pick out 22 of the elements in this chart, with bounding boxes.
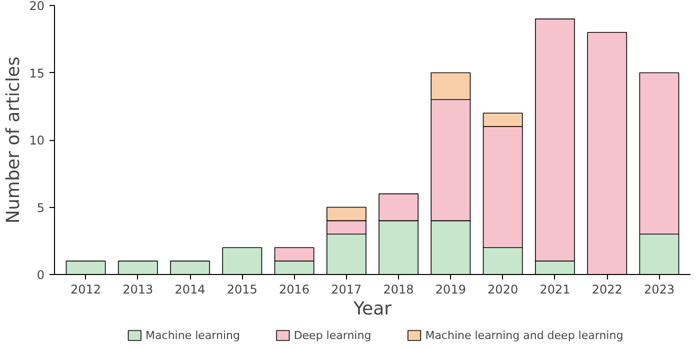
y-tick-label: 15 <box>29 66 45 80</box>
y-tick-label: 0 <box>36 268 45 282</box>
x-tick-label: 2016 <box>279 282 310 296</box>
x-tick-label: 2023 <box>644 282 674 296</box>
x-tick-label: 2017 <box>331 282 362 296</box>
y-tick-label: 10 <box>29 134 45 148</box>
x-axis-title: Year <box>352 298 392 320</box>
x-tick-label: 2014 <box>174 282 206 296</box>
x-tick-label: 2020 <box>488 282 518 296</box>
y-tick-label: 20 <box>29 0 45 13</box>
x-tick-label: 2022 <box>592 282 622 296</box>
x-tick-label: 2018 <box>383 282 414 296</box>
x-tick-label: 2015 <box>226 282 258 296</box>
x-tick-label: 2021 <box>540 282 570 296</box>
x-tick-label: 2013 <box>122 282 154 296</box>
x-tick-label: 2012 <box>70 282 102 296</box>
y-tick-label: 5 <box>36 200 45 215</box>
x-tick-label: 2019 <box>435 282 466 296</box>
y-axis-title: Number of articles <box>3 56 24 224</box>
legend-label: Machine learning <box>146 329 240 342</box>
legend-label: Deep learning <box>294 329 372 342</box>
legend-label: Machine learning and deep learning <box>425 329 624 342</box>
